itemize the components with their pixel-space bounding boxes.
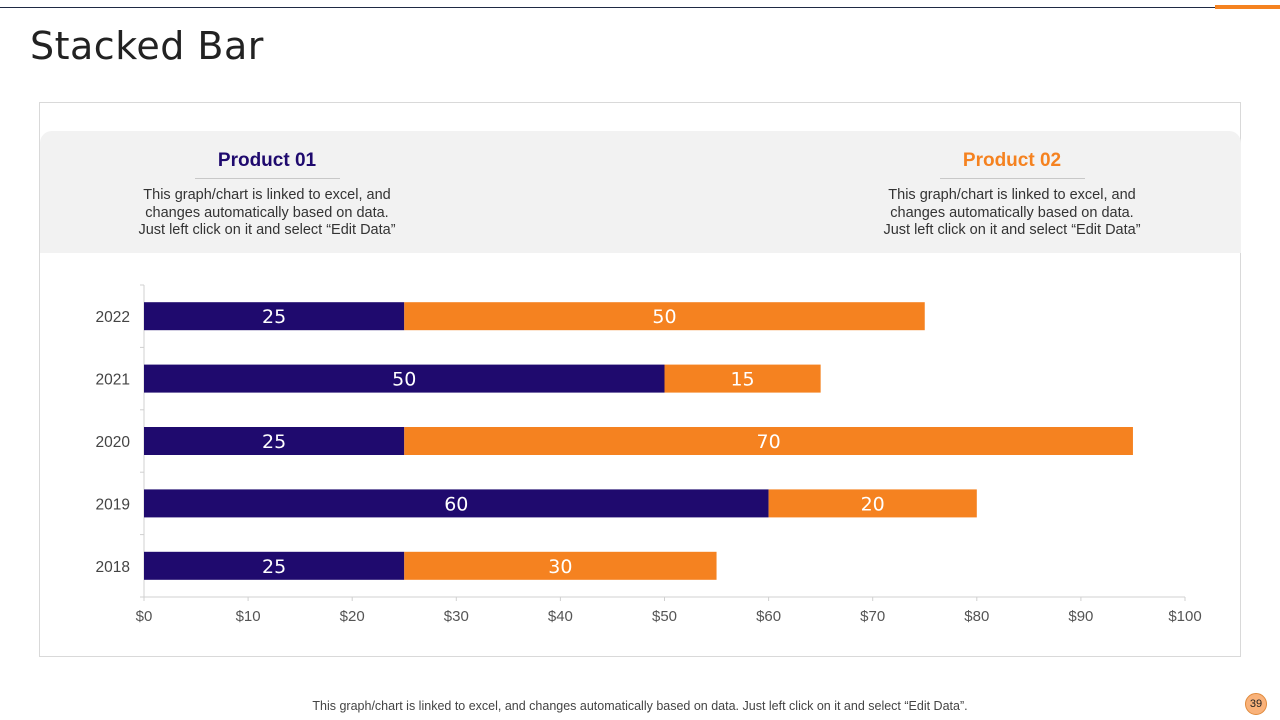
product-01-block: Product 01 This graph/chart is linked to… [117,150,417,240]
x-tick-label: $70 [860,608,885,625]
bar-product-02 [404,551,717,580]
bar-product-01 [144,489,769,518]
x-tick-label: $60 [756,608,781,625]
x-tick-label: $80 [964,608,989,625]
product-01-description: This graph/chart is linked to excel, and… [138,187,396,238]
bar-product-01 [144,427,405,455]
y-tick-label: 2022 [96,309,130,326]
product-02-divider [939,178,1085,179]
x-tick-label: $0 [136,608,153,625]
bar-product-02 [404,302,925,331]
bar-data-label: 25 [262,306,286,328]
bar-product-02 [664,364,821,393]
product-02-description: This graph/chart is linked to excel, and… [883,187,1141,238]
product-02-name: Product 02 [962,150,1062,171]
bar-data-label: 15 [730,369,754,391]
product-02-block: Product 02 This graph/chart is linked to… [862,150,1162,240]
bar-data-label: 70 [757,431,781,453]
bar-data-label: 20 [861,493,885,515]
top-accent-bar [1215,5,1280,9]
bar-product-02 [404,427,1133,455]
bar-data-label: 25 [262,431,286,453]
x-tick-label: $30 [444,608,469,625]
bar-product-01 [144,551,405,580]
bar-data-label: 30 [548,556,572,578]
bar-product-01 [144,364,665,393]
y-tick-label: 2021 [96,372,130,389]
x-tick-label: $100 [1168,608,1201,625]
x-tick-label: $20 [340,608,365,625]
y-tick-label: 2019 [96,496,130,513]
product-header-band [40,131,1241,253]
page-title: Stacked Bar [30,24,264,68]
x-tick-label: $40 [548,608,573,625]
product-01-divider [194,178,340,179]
product-01-name: Product 01 [217,150,317,171]
bar-data-label: 50 [652,306,676,328]
footnote: This graph/chart is linked to excel, and… [312,699,968,713]
top-rule [0,7,1215,8]
bar-data-label: 50 [392,369,416,391]
bar-data-label: 60 [444,493,468,515]
y-tick-label: 2020 [96,434,131,451]
page-number-badge: 39 [1245,693,1267,715]
x-tick-label: $90 [1068,608,1093,625]
bar-product-01 [144,302,405,331]
x-tick-label: $50 [652,608,677,625]
bar-data-label: 25 [262,556,286,578]
bar-product-02 [768,489,977,518]
x-tick-label: $10 [236,608,261,625]
chart-frame [39,102,1241,657]
y-tick-label: 2018 [96,559,130,576]
